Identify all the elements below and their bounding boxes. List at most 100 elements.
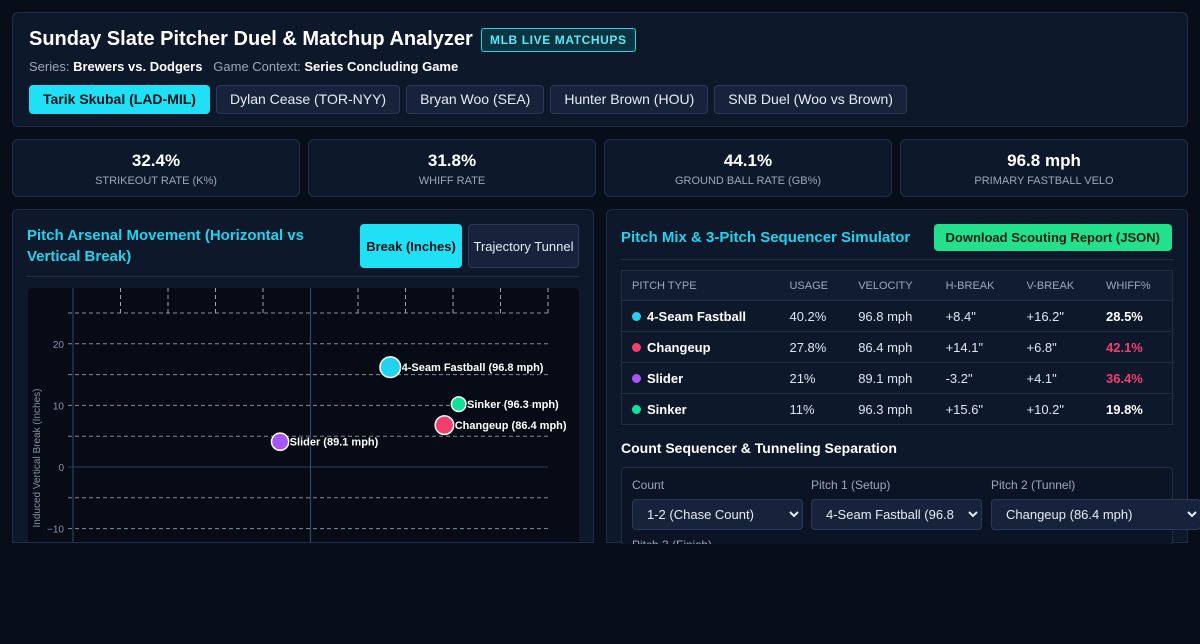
table-cell: 4-Seam Fastball <box>621 300 780 332</box>
header-row: PITCH TYPE USAGE VELOCITY H-BREAK V-BREAK WHI… <box>621 270 1173 301</box>
pitch-dot <box>632 342 641 352</box>
table-cell: +14.1" <box>935 331 1017 363</box>
table-cell: -3.2" <box>935 362 1017 394</box>
section-title: Count Sequencer & Tunneling Separation <box>621 440 897 456</box>
pitch-dot <box>632 373 641 383</box>
table-body: 4-Seam Fastball 40.2% 96.8 mph +8.4" +16.2" 2… <box>621 300 1173 425</box>
cell-text: 21% <box>789 370 816 386</box>
cell-text: 11% <box>789 401 815 417</box>
table-cell: 42.1% <box>1096 331 1173 363</box>
field-label: Pitch 1 (Setup) <box>811 478 891 492</box>
y-axis-label: Induced Vertical Break (Inches) <box>32 389 43 528</box>
table-row: 4-Seam Fastball 40.2% 96.8 mph +8.4" +16.2" 2… <box>621 300 1173 332</box>
table-row: Sinker 11% 96.3 mph +15.6" +10.2" 19.8% <box>621 393 1173 425</box>
table-row: Slider 21% 89.1 mph -3.2" +4.1" 36.4% <box>621 362 1173 394</box>
sequencer-box: Count 1-2 (Chase Count) Pitch 1 (Setup) 4-S… <box>621 467 1200 552</box>
divider <box>621 259 1173 260</box>
table-row: Changeup 27.8% 86.4 mph +14.1" +6.8" 42.1% <box>621 331 1173 363</box>
point-label: Sinker (96.3 mph) <box>467 399 559 411</box>
toggle-button[interactable]: Trajectory Tunnel <box>468 224 579 268</box>
pitch-point <box>434 415 455 436</box>
series-value: Brewers vs. Dodgers <box>73 59 203 74</box>
table-cell: +16.2" <box>1016 300 1096 332</box>
point-label: Slider (89.1 mph) <box>290 437 379 449</box>
pitcher-tab[interactable]: Bryan Woo (SEA) <box>406 85 545 114</box>
kpi-value: 96.8 mph <box>1007 151 1081 170</box>
field-select[interactable]: 1-2 (Chase Count) <box>632 499 803 530</box>
cell-text: +8.4" <box>945 308 976 324</box>
kpi-label: PRIMARY FASTBALL VELO <box>974 175 1114 187</box>
pitch-point <box>270 432 290 452</box>
kpi-value: 32.4% <box>131 151 181 170</box>
table-cell: Slider <box>621 362 780 394</box>
column-header: H-BREAK <box>935 270 1017 301</box>
series-label: Series: <box>29 59 70 74</box>
kpi-card: 31.8% WHIFF RATE <box>308 139 596 197</box>
pitcher-tab[interactable]: Tarik Skubal (LAD-MIL) <box>29 85 210 114</box>
cell-text: 28.5% <box>1106 308 1143 324</box>
cell-text: +6.8" <box>1026 339 1057 355</box>
table-cell: Changeup <box>621 331 780 363</box>
y-tick-label: 0 <box>58 463 64 474</box>
cell-text: 40.2% <box>789 308 827 324</box>
table-cell: +6.8" <box>1016 331 1096 363</box>
cell-text: 96.8 mph <box>858 308 913 324</box>
table-cell: +4.1" <box>1016 362 1096 394</box>
field-select[interactable]: 4-Seam Fastball (96.8 mph) <box>811 499 982 530</box>
field-label: Pitch 3 (Finish) <box>632 538 713 552</box>
cell-text: Sinker <box>647 401 687 417</box>
pitcher-tab[interactable]: SNB Duel (Woo vs Brown) <box>714 85 907 114</box>
kpi-label: STRIKEOUT RATE (K%) <box>95 175 217 187</box>
kpi-card: 32.4% STRIKEOUT RATE (K%) <box>12 139 300 197</box>
y-tick-label: 20 <box>53 340 65 351</box>
cell-text: +4.1" <box>1026 370 1057 386</box>
kpi-card: 44.1% GROUND BALL RATE (GB%) <box>604 139 892 197</box>
plot-area: 20 10 0 −10 Induced Vertical Break (Inches) 4… <box>28 288 579 542</box>
cell-text: 27.8% <box>789 339 827 355</box>
context-label: Game Context: <box>213 59 301 74</box>
column-header: VELOCITY <box>848 270 936 301</box>
kpi-value: 44.1% <box>723 151 773 170</box>
point-label: 4-Seam Fastball (96.8 mph) <box>402 362 544 374</box>
pitch-table: PITCH TYPE USAGE VELOCITY H-BREAK V-BREAK WHI… <box>621 270 1173 425</box>
cell-text: +14.1" <box>945 339 984 355</box>
mix-panel: Pitch Mix & 3-Pitch Sequencer Simulator … <box>606 209 1200 644</box>
table-cell: +8.4" <box>935 300 1017 332</box>
context-value: Series Concluding Game <box>304 59 459 74</box>
field-label: Pitch 2 (Tunnel) <box>991 478 1076 492</box>
table-cell: 86.4 mph <box>848 331 936 363</box>
kpi-value: 31.8% <box>427 151 477 170</box>
cell-text: 96.3 mph <box>858 401 913 417</box>
table-cell: 21% <box>779 362 849 394</box>
table-cell: Sinker <box>621 393 780 425</box>
field-select[interactable]: Changeup (86.4 mph) <box>991 499 1200 530</box>
toggle-button[interactable]: Break (Inches) <box>360 224 462 268</box>
cell-text: 86.4 mph <box>858 339 913 355</box>
table-cell: 11% <box>779 393 849 425</box>
field-label: Count <box>632 478 665 492</box>
pitcher-tab[interactable]: Dylan Cease (TOR-NYY) <box>215 85 401 114</box>
scatter-chart: 20 10 0 −10 Induced Vertical Break (Inches) 4… <box>32 288 568 542</box>
panel-title: Pitch Mix & 3-Pitch Sequencer Simulator <box>621 229 911 246</box>
page: Sunday Slate Pitcher Duel & Matchup Anal… <box>12 12 1200 644</box>
cell-text: Slider <box>647 370 684 386</box>
kpi-label: GROUND BALL RATE (GB%) <box>674 175 822 187</box>
kpi-label: WHIFF RATE <box>418 175 486 187</box>
pitcher-tabs: Tarik Skubal (LAD-MIL) Dylan Cease (TOR-N… <box>29 85 907 114</box>
y-tick-label: 10 <box>53 401 65 412</box>
series-info: Series: Brewers vs. Dodgers Game Context… <box>29 59 458 74</box>
pitch-point <box>450 396 467 413</box>
pitcher-tab[interactable]: Hunter Brown (HOU) <box>550 85 709 114</box>
kpi-card: 96.8 mph PRIMARY FASTBALL VELO <box>900 139 1188 197</box>
table-cell: 28.5% <box>1096 300 1173 332</box>
cell-text: 4-Seam Fastball <box>647 308 746 324</box>
movement-panel: Pitch Arsenal Movement (Horizontal vs Ve… <box>12 209 594 543</box>
table-cell: 27.8% <box>779 331 849 363</box>
table-cell: 89.1 mph <box>848 362 936 394</box>
download-button[interactable]: Download Scouting Report (JSON) <box>933 224 1172 251</box>
table-cell: 36.4% <box>1096 362 1173 394</box>
cell-text: +10.2" <box>1026 401 1065 417</box>
pitch-dot <box>632 311 641 321</box>
table-cell: +10.2" <box>1016 393 1096 425</box>
column-header: V-BREAK <box>1016 270 1096 301</box>
